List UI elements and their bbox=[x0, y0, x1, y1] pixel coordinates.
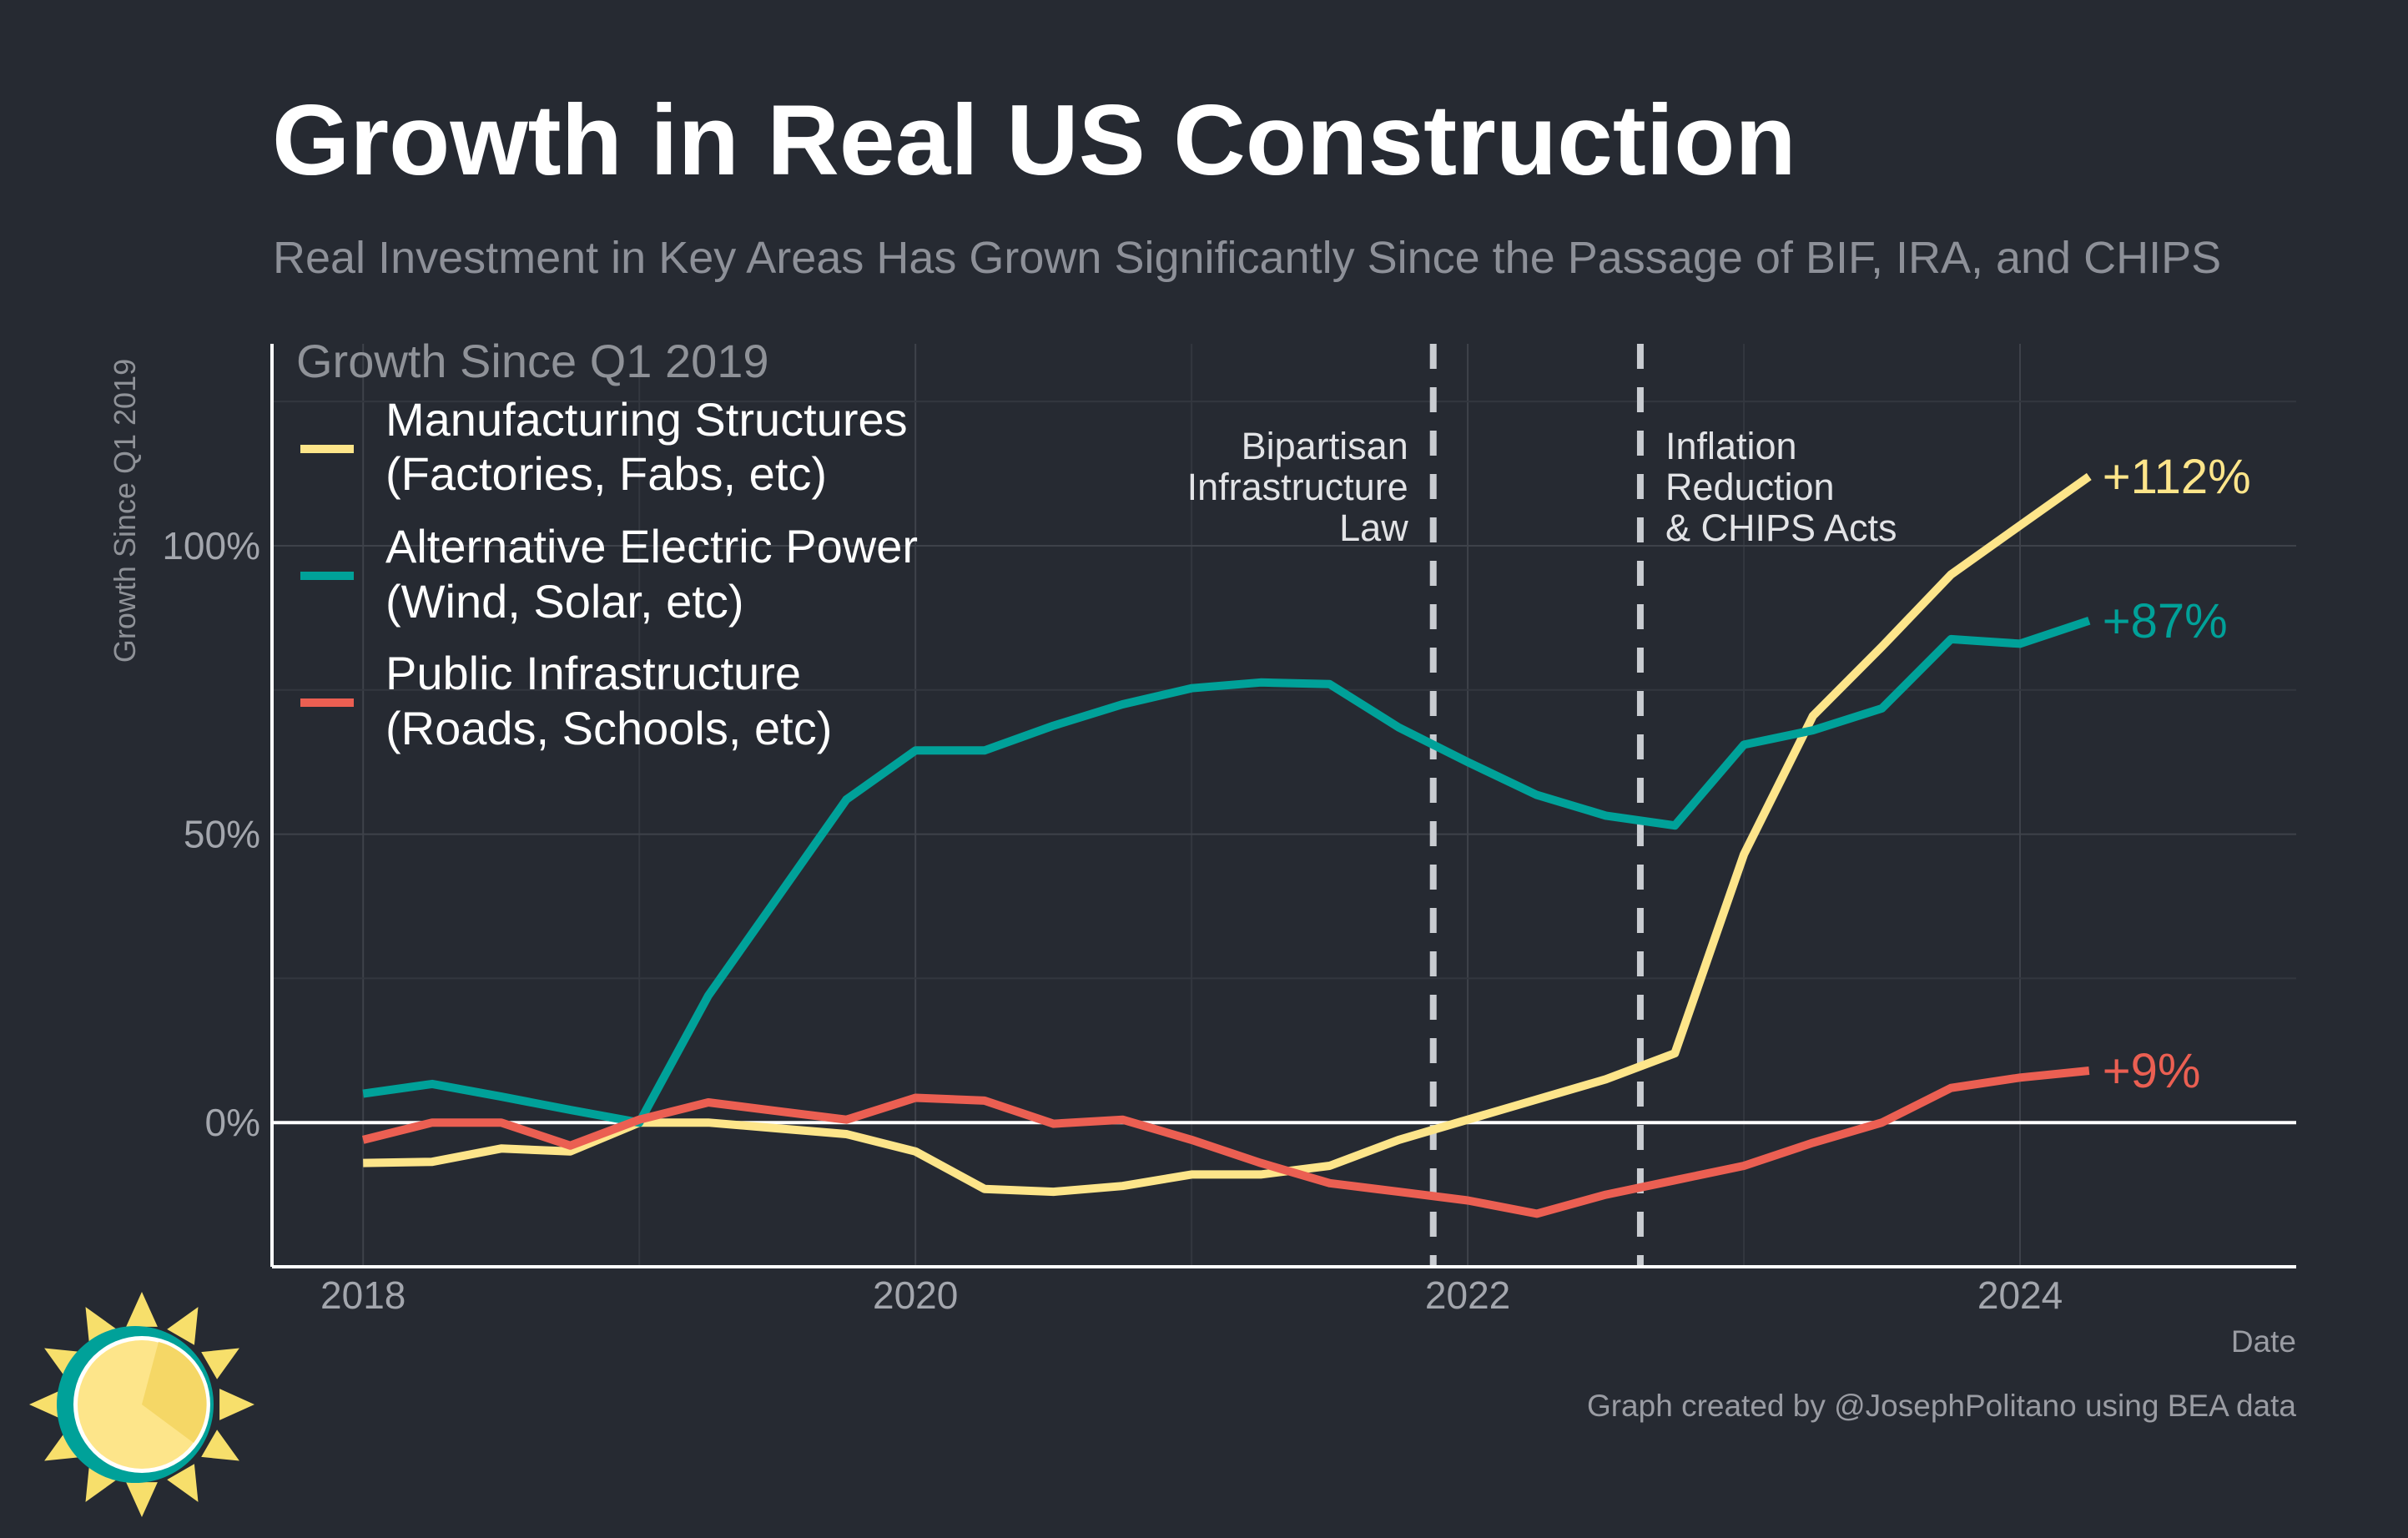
sun-ray bbox=[126, 1292, 158, 1327]
legend-label-3: Public Infrastructure bbox=[385, 647, 801, 699]
legend-sublabel-2: (Wind, Solar, etc) bbox=[385, 575, 743, 628]
legend-title: Growth Since Q1 2019 bbox=[296, 335, 769, 387]
x-tick-label: 2018 bbox=[320, 1273, 406, 1317]
annotation-line-1: Bipartisan bbox=[1242, 425, 1408, 467]
end-labels: +112% +87% +9% bbox=[2103, 450, 2251, 1098]
sun-ray bbox=[29, 1389, 64, 1420]
tick-labels: 2018 2020 2022 2024 0% 50% 100% Growth Since Q1… bbox=[108, 359, 2296, 1359]
grid-lines bbox=[272, 344, 2296, 1267]
sun-ray bbox=[44, 1348, 83, 1379]
chart-subtitle: Real Investment in Key Areas Has Grown S… bbox=[273, 233, 2222, 283]
end-label-2: +87% bbox=[2103, 594, 2228, 648]
legend: Growth Since Q1 2019 Manufacturing Struct… bbox=[296, 335, 918, 754]
legend-label-1: Manufacturing Structures bbox=[385, 393, 908, 446]
sun-ray bbox=[219, 1389, 254, 1420]
sun-ray bbox=[44, 1430, 83, 1461]
x-tick-label: 2020 bbox=[873, 1273, 958, 1317]
y-axis-label: Growth Since Q1 2019 bbox=[108, 359, 142, 663]
x-tick-label: 2022 bbox=[1425, 1273, 1510, 1317]
credit-text: Graph created by @JosephPolitano using B… bbox=[1586, 1389, 2296, 1423]
series-line-2 bbox=[362, 617, 2091, 1127]
legend-sublabel-1: (Factories, Fabs, etc) bbox=[385, 447, 827, 500]
annotation-line-2: Inflation bbox=[1665, 425, 1797, 467]
sun-logo-icon bbox=[29, 1292, 254, 1517]
chart-title: Growth in Real US Construction bbox=[272, 84, 1796, 196]
sun-ray bbox=[126, 1482, 158, 1517]
legend-sublabel-3: (Roads, Schools, etc) bbox=[385, 702, 832, 754]
sun-shade bbox=[142, 1342, 207, 1443]
annotation-line-2: Reduction bbox=[1665, 466, 1835, 508]
y-tick-label: 50% bbox=[184, 813, 260, 856]
sun-ray bbox=[201, 1430, 239, 1461]
annotation-line-1: Infrastructure bbox=[1187, 466, 1408, 508]
y-tick-label: 100% bbox=[162, 524, 260, 567]
series-line-1 bbox=[363, 472, 2092, 1197]
end-label-3: +9% bbox=[2103, 1044, 2201, 1098]
axes bbox=[270, 344, 2296, 1268]
sun-ray bbox=[201, 1348, 239, 1379]
series-lines bbox=[361, 472, 2092, 1218]
policy-markers bbox=[1429, 344, 1644, 1267]
sun-ray bbox=[85, 1307, 117, 1345]
sun-ray bbox=[167, 1464, 199, 1502]
sun-ray bbox=[167, 1307, 199, 1345]
annotation-line-1: Law bbox=[1339, 507, 1408, 549]
y-tick-label: 0% bbox=[205, 1101, 260, 1144]
legend-label-2: Alternative Electric Power bbox=[385, 520, 918, 572]
x-axis-label: Date bbox=[2231, 1324, 2296, 1359]
annotation-line-2: & CHIPS Acts bbox=[1665, 507, 1897, 549]
sun-ray bbox=[85, 1464, 117, 1502]
x-tick-label: 2024 bbox=[1977, 1273, 2063, 1317]
series-line-3 bbox=[361, 1067, 2090, 1218]
end-label-1: +112% bbox=[2103, 450, 2251, 504]
